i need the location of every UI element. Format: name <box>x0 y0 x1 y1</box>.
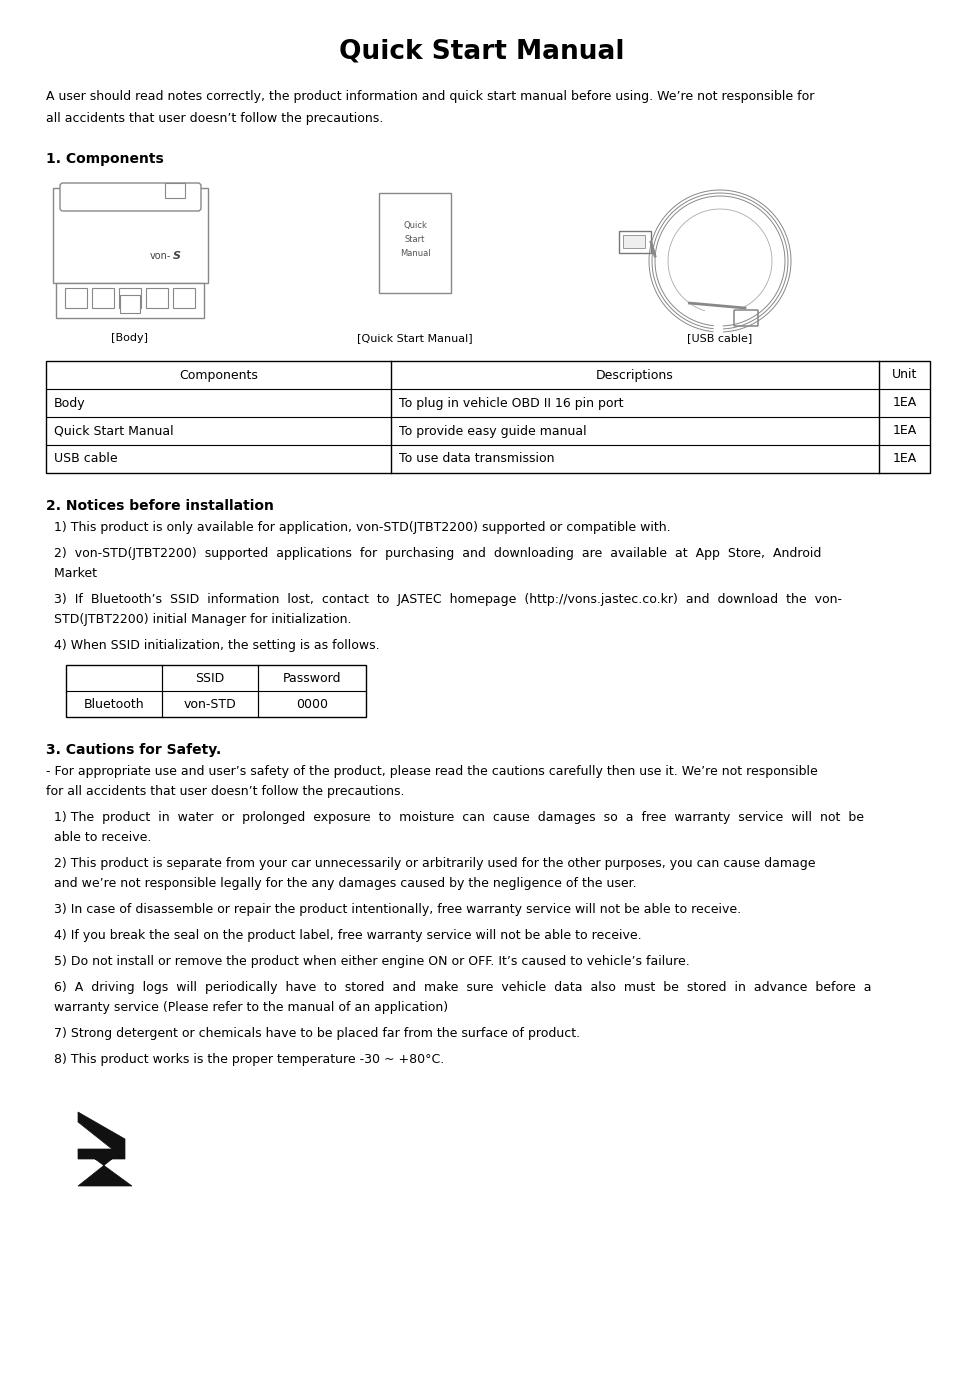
Bar <box>92 289 114 308</box>
Bar <box>619 231 651 252</box>
Text: [Quick Start Manual]: [Quick Start Manual] <box>358 333 472 343</box>
Text: USB cable: USB cable <box>54 453 118 466</box>
Polygon shape <box>78 1112 125 1149</box>
Text: von-: von- <box>150 251 172 261</box>
Bar <box>173 289 195 308</box>
Text: all accidents that user doesn’t follow the precautions.: all accidents that user doesn’t follow t… <box>46 112 384 125</box>
Text: - For appropriate use and user’s safety of the product, please read the cautions: - For appropriate use and user’s safety … <box>46 765 817 778</box>
Bar <box>623 236 645 248</box>
Text: To plug in vehicle OBD II 16 pin port: To plug in vehicle OBD II 16 pin port <box>399 396 624 410</box>
Bar <box>120 296 140 314</box>
FancyBboxPatch shape <box>60 183 201 210</box>
Text: 4) If you break the seal on the product label, free warranty service will not be: 4) If you break the seal on the product … <box>46 928 642 942</box>
Text: 1. Components: 1. Components <box>46 152 164 166</box>
Text: 1) This product is only available for application, von-STD(JTBT2200) supported o: 1) This product is only available for ap… <box>46 521 671 534</box>
Polygon shape <box>78 1149 132 1186</box>
Text: Body: Body <box>54 396 86 410</box>
Text: Components: Components <box>179 368 258 382</box>
Text: von-STD: von-STD <box>183 697 236 711</box>
Text: 1) The  product  in  water  or  prolonged  exposure  to  moisture  can  cause  d: 1) The product in water or prolonged exp… <box>46 811 864 824</box>
Text: Market: Market <box>46 567 97 580</box>
Text: 0000: 0000 <box>296 697 328 711</box>
Text: Manual: Manual <box>400 250 430 258</box>
Bar <box>53 188 208 283</box>
Text: 4) When SSID initialization, the setting is as follows.: 4) When SSID initialization, the setting… <box>46 638 380 652</box>
Text: 2. Notices before installation: 2. Notices before installation <box>46 499 274 513</box>
Bar <box>379 192 451 293</box>
Text: Descriptions: Descriptions <box>596 368 674 382</box>
FancyBboxPatch shape <box>734 309 758 326</box>
Text: able to receive.: able to receive. <box>46 831 151 843</box>
Text: Start: Start <box>405 236 425 244</box>
Bar <box>146 289 168 308</box>
Text: [USB cable]: [USB cable] <box>687 333 753 343</box>
Text: [Body]: [Body] <box>112 333 148 343</box>
Text: 2)  von-STD(JTBT2200)  supported  applications  for  purchasing  and  downloadin: 2) von-STD(JTBT2200) supported applicati… <box>46 546 821 560</box>
Bar <box>46 361 930 473</box>
Bar <box>165 183 185 198</box>
Text: and we’re not responsible legally for the any damages caused by the negligence o: and we’re not responsible legally for th… <box>46 877 636 889</box>
Text: Quick Start Manual: Quick Start Manual <box>54 425 174 438</box>
Text: 3) In case of disassemble or repair the product intentionally, free warranty ser: 3) In case of disassemble or repair the … <box>46 903 741 916</box>
Text: SSID: SSID <box>196 672 225 684</box>
Text: warranty service (Please refer to the manual of an application): warranty service (Please refer to the ma… <box>46 1001 448 1013</box>
Text: 3)  If  Bluetooth’s  SSID  information  lost,  contact  to  JASTEC  homepage  (h: 3) If Bluetooth’s SSID information lost,… <box>46 592 842 606</box>
Text: A user should read notes correctly, the product information and quick start manu: A user should read notes correctly, the … <box>46 91 815 103</box>
Text: Password: Password <box>282 672 341 684</box>
Text: for all accidents that user doesn’t follow the precautions.: for all accidents that user doesn’t foll… <box>46 785 405 797</box>
Text: S: S <box>173 251 181 261</box>
Text: 3. Cautions for Safety.: 3. Cautions for Safety. <box>46 743 222 757</box>
Text: 5) Do not install or remove the product when either engine ON or OFF. It’s cause: 5) Do not install or remove the product … <box>46 955 690 967</box>
Text: Quick Start Manual: Quick Start Manual <box>339 38 625 64</box>
Text: STD(JTBT2200) initial Manager for initialization.: STD(JTBT2200) initial Manager for initia… <box>46 613 352 626</box>
Text: 8) This product works is the proper temperature -30 ~ +80°C.: 8) This product works is the proper temp… <box>46 1052 444 1066</box>
Text: Bluetooth: Bluetooth <box>84 697 145 711</box>
Text: Quick: Quick <box>403 222 427 230</box>
Bar <box>119 289 141 308</box>
Text: 2) This product is separate from your car unnecessarily or arbitrarily used for : 2) This product is separate from your ca… <box>46 857 816 870</box>
Text: 1EA: 1EA <box>893 396 917 410</box>
Text: Unit: Unit <box>892 368 917 382</box>
Bar <box>65 289 87 308</box>
Text: 1EA: 1EA <box>893 453 917 466</box>
Bar <box>56 283 204 318</box>
Bar <box>66 665 366 717</box>
Text: To use data transmission: To use data transmission <box>399 453 554 466</box>
Text: 7) Strong detergent or chemicals have to be placed far from the surface of produ: 7) Strong detergent or chemicals have to… <box>46 1027 580 1040</box>
Text: 1EA: 1EA <box>893 425 917 438</box>
Text: 6)  A  driving  logs  will  periodically  have  to  stored  and  make  sure  veh: 6) A driving logs will periodically have… <box>46 981 871 994</box>
Text: To provide easy guide manual: To provide easy guide manual <box>399 425 587 438</box>
